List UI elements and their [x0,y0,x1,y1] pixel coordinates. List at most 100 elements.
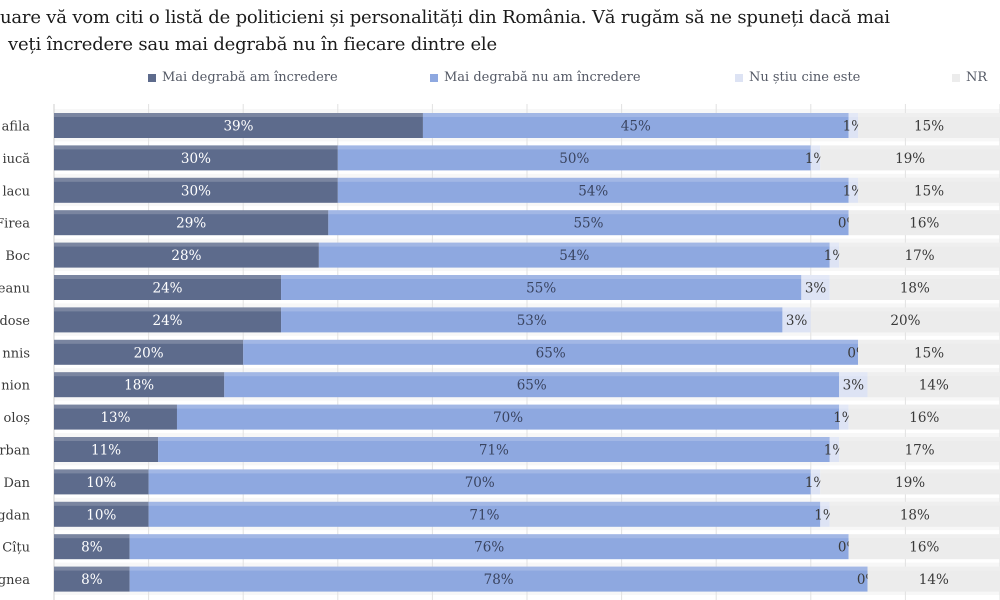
bar-highlight [829,242,840,247]
data-label: 19% [895,151,925,167]
bar-highlight [158,437,830,441]
bar-segment [337,145,811,171]
category-label: Cîțu [2,541,30,556]
data-label: 13% [100,410,130,426]
bar-segment [867,566,1000,592]
bar-segment [810,145,821,171]
chart-legend: Mai degrabă am încredere Mai degrabă nu … [0,70,1000,92]
bar-highlight [810,145,821,150]
bar-highlight [337,177,849,182]
bar-highlight [54,275,282,279]
data-label: 10% [86,507,116,523]
category-label: nnis [2,346,30,361]
bar-segment [858,339,1000,365]
data-label: 54% [578,183,608,199]
bar-segment [801,275,830,300]
bar-segment [54,339,244,365]
bar-highlight [337,145,811,150]
data-label: 3% [805,281,827,297]
legend-item-nr: NR [952,70,987,85]
bar-highlight [839,437,1000,441]
bar-segment [820,469,1000,495]
bar-segment [337,177,849,203]
bar-segment [281,307,783,333]
data-label: 11% [91,443,121,459]
category-label: Dan [3,476,30,491]
legend-swatch-nr [952,73,960,82]
category-label: eanu [0,282,30,297]
bar-segment [243,339,859,365]
bar-segment [54,242,319,268]
legend-swatch-unknown [735,73,743,82]
data-label: 76% [474,540,504,556]
data-label: 70% [493,410,523,426]
bar-segment [54,210,329,236]
data-label: 17% [905,443,935,459]
bar-segment [54,534,130,560]
bar-segment [839,242,1000,268]
bar-segment [848,113,859,138]
bar-segment [820,145,1000,171]
bar-highlight [829,275,1000,279]
bar-segment [318,242,830,268]
bar-highlight [54,307,282,312]
bar-highlight [148,501,821,506]
data-label: 15% [914,183,944,199]
bar-segment [782,307,811,333]
data-label: 29% [176,216,206,232]
bar-segment [129,534,849,560]
data-label: 71% [469,507,499,523]
bar-segment [158,437,830,462]
bar-segment [829,501,1000,527]
chart-title-line-1: uare vă vom citi o listă de politicieni … [0,7,890,28]
data-label: 18% [900,507,930,523]
legend-item-unknown: Nu știu cine este [735,70,860,85]
legend-label-unknown: Nu știu cine este [749,70,861,85]
bar-segment [54,275,282,300]
category-label: Boc [5,249,30,264]
bar-segment [848,534,1000,560]
category-label: afila [2,120,31,135]
bar-segment [54,566,130,592]
bar-segment [858,177,1000,203]
bar-segment [839,404,849,430]
data-label: 17% [905,248,935,264]
bar-highlight [829,437,840,441]
bar-highlight [848,534,1000,539]
bar-highlight [848,113,859,117]
data-label: 18% [900,281,930,297]
bar-segment [54,469,149,495]
category-label: dose [0,314,30,329]
bar-highlight [54,437,159,441]
bar-segment [858,113,1000,138]
category-label: nion [1,379,30,394]
data-label: 55% [526,281,556,297]
bar-segment [848,404,1000,430]
bar-segment [54,177,338,203]
data-label: 16% [909,410,939,426]
bar-segment [829,242,840,268]
bar-highlight [848,404,1000,409]
bar-highlight [810,307,1000,312]
data-label: 20% [134,345,164,361]
bar-segment [848,210,1000,236]
bar-segment [54,113,423,138]
category-label: rban [0,444,31,459]
bar-segment [820,501,830,527]
bar-highlight [54,566,130,571]
bar-highlight [820,469,1000,474]
bar-segment [129,566,868,592]
category-label: gdan [0,508,31,523]
bar-highlight [54,404,177,409]
chart-title-line-2: veți încredere sau mai degrabă nu în fie… [8,34,497,55]
bar-segment [867,372,1000,398]
legend-label-nr: NR [966,70,988,85]
bar-segment [829,437,840,462]
data-label: 16% [909,540,939,556]
data-label: 15% [914,119,944,135]
bar-highlight [820,145,1000,150]
bar-segment [148,501,821,527]
bar-highlight [829,501,1000,506]
bar-segment [224,372,840,398]
bar-segment [328,210,849,236]
